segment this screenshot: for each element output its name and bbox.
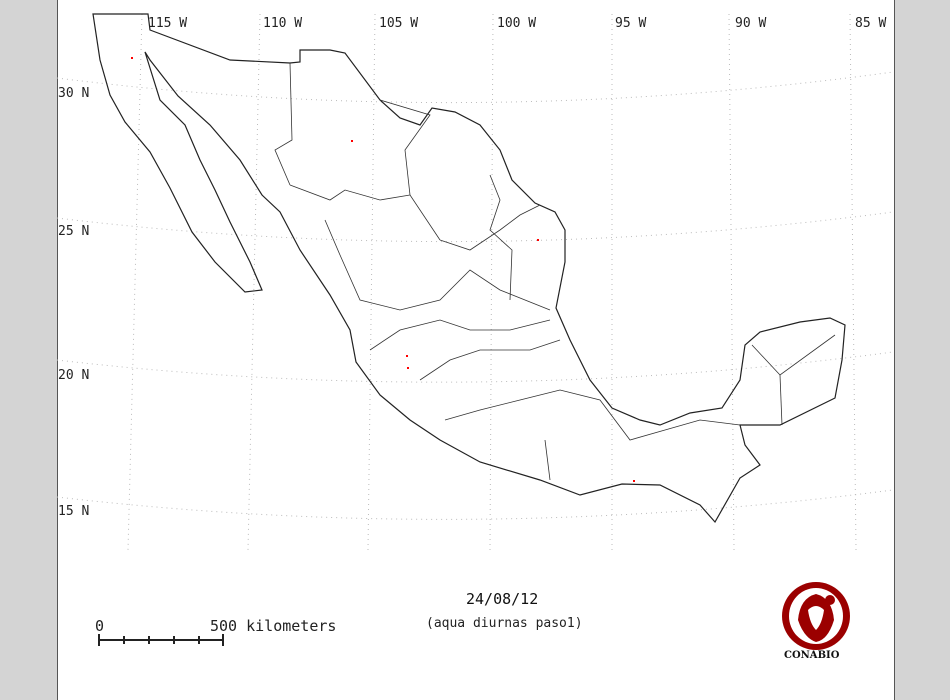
map-subtitle: (aqua diurnas paso1): [426, 616, 583, 631]
longitude-label: 110 W: [263, 16, 303, 31]
graticule: [56, 13, 894, 551]
meridian-90: [728, 13, 735, 551]
latitude-label: 15 N: [58, 504, 90, 519]
parallel-15: [56, 489, 894, 520]
meridian-115: [127, 13, 143, 551]
point: [351, 140, 353, 142]
meridian-105: [367, 13, 376, 551]
longitude-label: 105 W: [379, 16, 419, 31]
longitude-label: 85 W: [855, 16, 887, 31]
point: [406, 355, 408, 357]
meridian-85: [849, 13, 857, 551]
latitude-label: 25 N: [58, 224, 90, 239]
scale-end-label: 500 kilometers: [210, 617, 337, 635]
logo-text: CONABIO: [784, 650, 840, 661]
parallel-30: [56, 71, 894, 104]
latitude-label: 30 N: [58, 86, 90, 101]
parallel-25: [56, 211, 894, 243]
longitude-label: 90 W: [735, 16, 767, 31]
detection-points: [131, 57, 635, 482]
map-date: 24/08/12: [466, 590, 539, 608]
meridian-100: [489, 13, 494, 551]
map-panel: [57, 0, 895, 700]
scale-bar: [98, 634, 224, 646]
longitude-label: 100 W: [497, 16, 537, 31]
point: [537, 239, 539, 241]
point: [633, 480, 635, 482]
conabio-logo: [782, 582, 850, 650]
state-boundaries: [274, 62, 836, 481]
parallel-20: [56, 351, 894, 383]
point: [407, 367, 409, 369]
longitude-label: 95 W: [615, 16, 647, 31]
longitude-label: 115 W: [148, 16, 188, 31]
point: [131, 57, 133, 59]
scale-start-label: 0: [95, 617, 105, 635]
latitude-label: 20 N: [58, 368, 90, 383]
mexico-outline: [92, 13, 846, 524]
